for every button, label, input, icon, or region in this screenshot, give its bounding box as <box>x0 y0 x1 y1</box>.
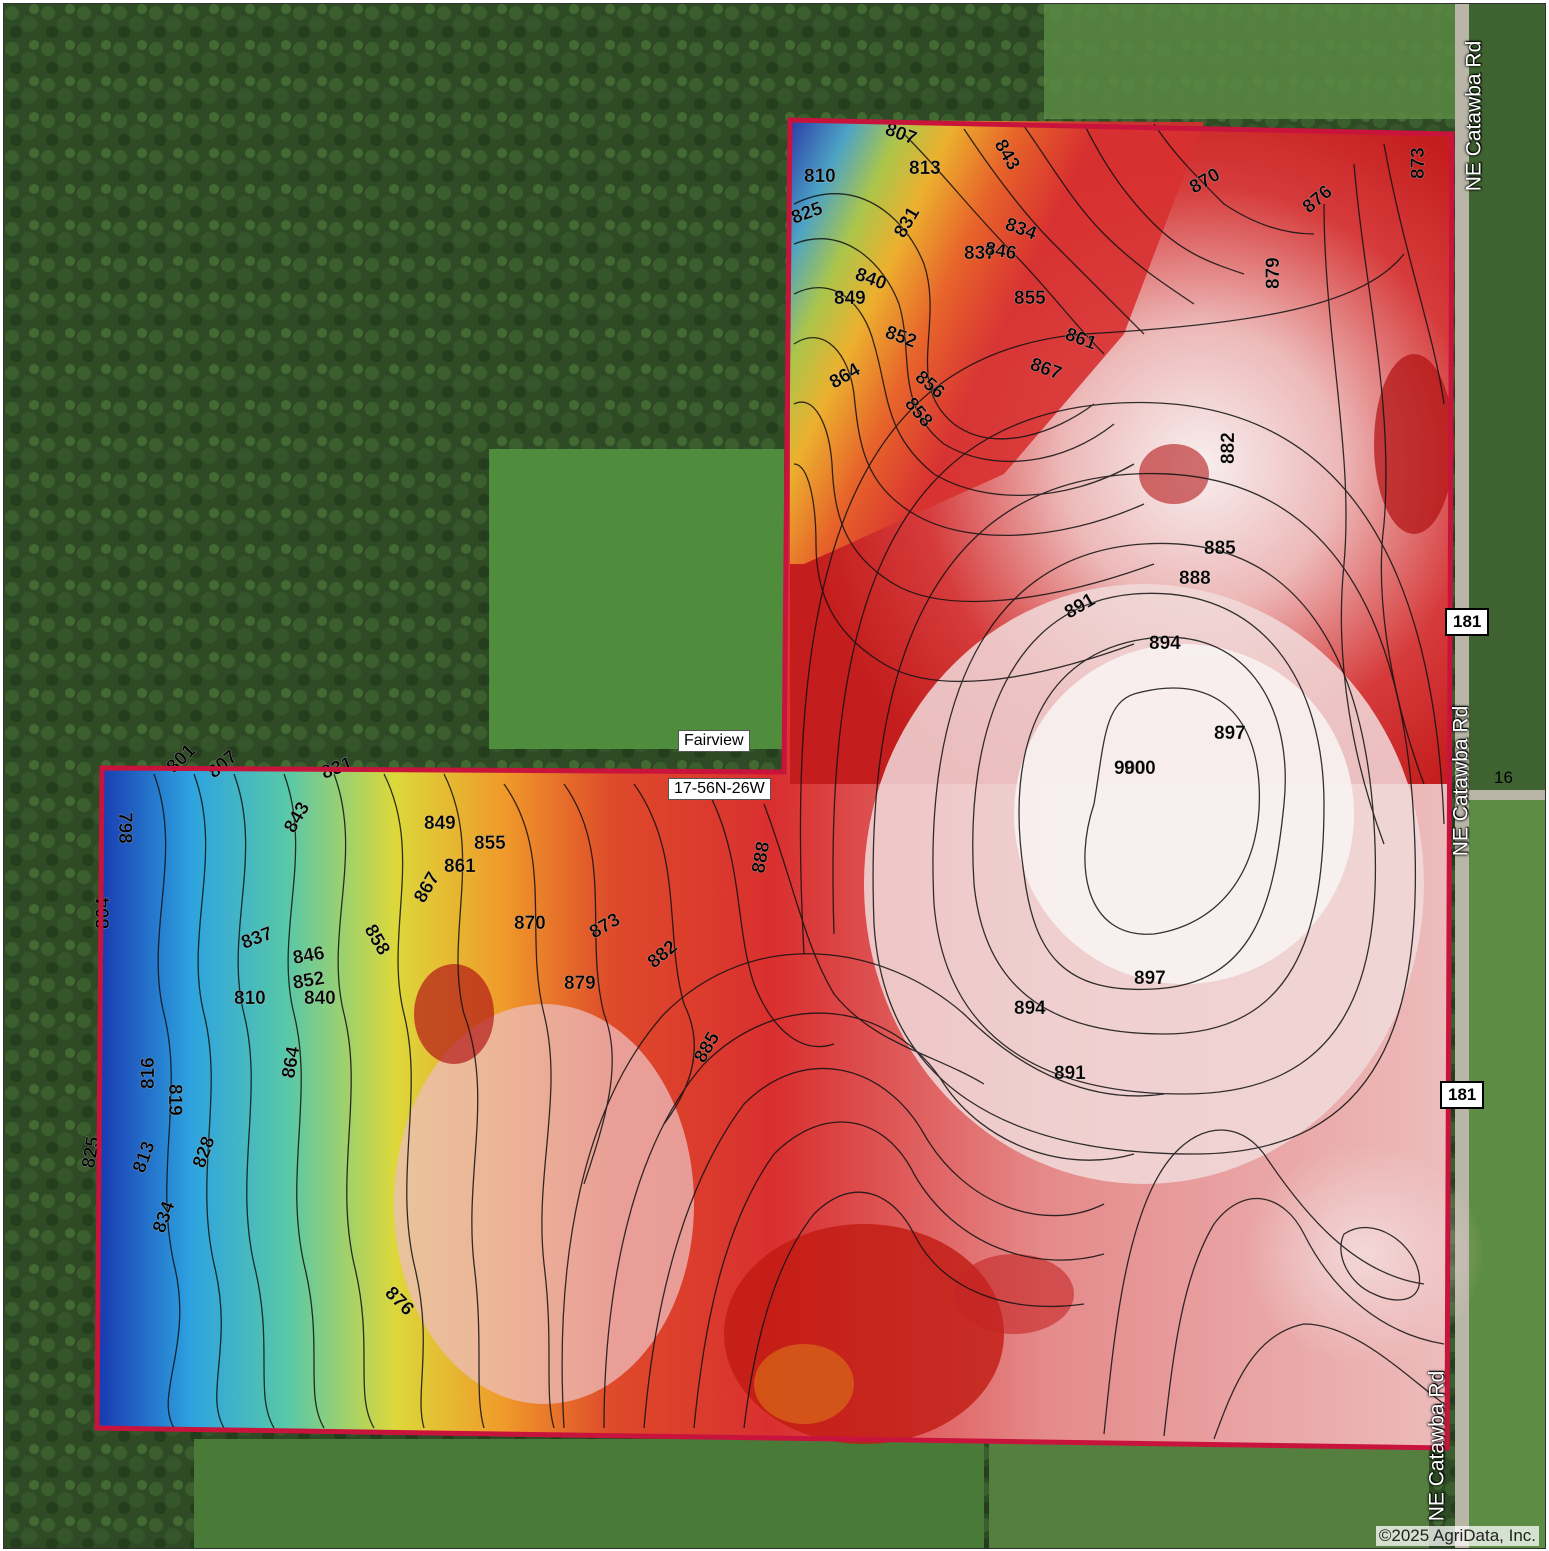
contour-label: 855 <box>474 833 506 854</box>
road-catawba <box>1455 4 1469 1548</box>
contour-label: 816 <box>138 1057 159 1089</box>
route-181-shield-north: 181 <box>1445 608 1490 636</box>
road-16 <box>1469 790 1545 800</box>
contour-label: 885 <box>1204 538 1236 559</box>
contour-label: 888 <box>1179 568 1211 589</box>
contour-label: 900 <box>1124 758 1156 779</box>
route-181-shield-south: 181 <box>1440 1081 1485 1109</box>
contour-label: 855 <box>1014 288 1046 309</box>
copyright-notice: ©2025 AgriData, Inc. <box>1375 1526 1539 1546</box>
contour-label: 837 <box>964 243 996 264</box>
contour-label: 894 <box>1014 998 1046 1019</box>
elevation-surface <box>97 120 1484 1448</box>
map-view[interactable]: 798 801 804 807 810 813 816 819 825 828 831 834 837 8… <box>3 3 1546 1549</box>
contour-label: 891 <box>1054 1063 1086 1084</box>
contour-label: 879 <box>1263 257 1284 289</box>
road-label-catawba-south: NE Catawba Rd <box>1425 1370 1449 1522</box>
contour-label: 900 <box>1114 758 1146 779</box>
contour-label: 870 <box>514 913 546 934</box>
field-boundary <box>94 117 1455 1451</box>
contour-label: 897 <box>1214 723 1246 744</box>
road-label-catawba-middle: NE Catawba Rd <box>1449 705 1473 857</box>
contour-label: 861 <box>444 856 476 877</box>
contour-label: 810 <box>804 166 836 187</box>
contour-label: 813 <box>909 158 941 179</box>
contour-label: 810 <box>234 988 266 1009</box>
section-label: 17-56N-26W <box>668 778 771 800</box>
contour-label: 798 <box>114 812 135 844</box>
contour-label: 819 <box>164 1084 185 1116</box>
contour-label: 849 <box>834 288 866 309</box>
clearing-field <box>489 449 784 749</box>
contour-label: 849 <box>424 813 456 834</box>
road-label-catawba-north: NE Catawba Rd <box>1462 40 1486 192</box>
contour-lines <box>153 123 1445 1440</box>
contour-label: 882 <box>1218 432 1239 464</box>
contour-label: 873 <box>1408 147 1429 179</box>
contour-label: 894 <box>1149 633 1181 654</box>
route-16-label: 16 <box>1494 768 1513 787</box>
contour-label: 840 <box>304 988 336 1009</box>
contour-label: 804 <box>93 897 114 929</box>
contour-label: 879 <box>564 973 596 994</box>
contour-label: 897 <box>1134 968 1166 989</box>
place-label-fairview: Fairview <box>678 730 750 752</box>
